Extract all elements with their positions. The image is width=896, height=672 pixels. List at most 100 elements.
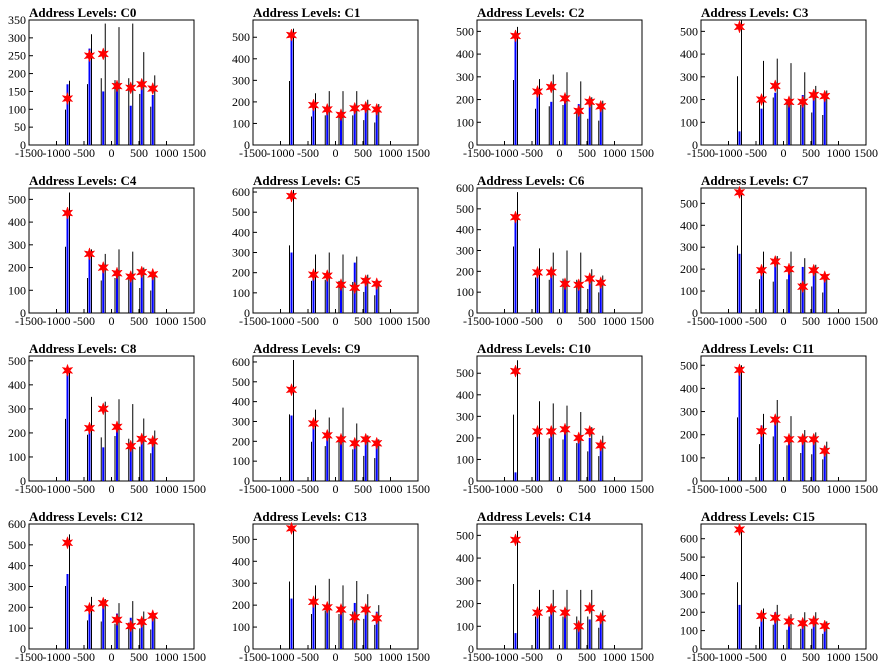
x-tick-label: -500 — [745, 146, 767, 160]
y-tick-label: 400 — [680, 381, 698, 395]
star-marker — [135, 432, 148, 446]
y-tick-label: 0 — [20, 642, 26, 656]
star-marker — [348, 436, 361, 451]
y-tick-label: 200 — [456, 431, 474, 445]
x-tick-label: -1000 — [43, 314, 71, 328]
x-tick-label: 500 — [130, 146, 148, 160]
y-tick-label: 200 — [680, 605, 698, 619]
star-marker — [321, 268, 334, 283]
star-marker — [807, 432, 820, 447]
x-tick-label: 1000 — [155, 146, 179, 160]
star-marker — [146, 267, 159, 282]
y-tick-label: 500 — [680, 24, 698, 38]
x-tick-label: 500 — [802, 314, 820, 328]
x-tick-label: -1000 — [267, 482, 295, 496]
y-tick-label: 500 — [680, 550, 698, 564]
y-tick-label: 0 — [692, 306, 698, 320]
star-marker — [807, 263, 820, 278]
star-marker — [307, 267, 320, 282]
plot-frame — [700, 19, 867, 146]
chart-title: Address Levels: C13 — [253, 509, 367, 524]
y-tick-label: 400 — [456, 388, 474, 402]
y-tick-label: 100 — [680, 451, 698, 465]
x-tick-label: 1500 — [182, 482, 206, 496]
chart-title: Address Levels: C15 — [701, 509, 815, 524]
y-tick-label: 200 — [680, 428, 698, 442]
y-tick-label: 350 — [8, 13, 26, 27]
star-marker — [509, 364, 522, 378]
star-marker — [807, 88, 820, 102]
chart-panel: Address Levels: C2 0 100 200 300 400 500 -1500-… — [448, 0, 672, 168]
x-tick-label: 500 — [130, 314, 148, 328]
star-marker — [755, 609, 768, 623]
star-marker — [559, 605, 571, 620]
x-tick-label: -500 — [73, 146, 95, 160]
x-tick-label: -1500 — [463, 650, 491, 664]
y-tick-label: 500 — [680, 196, 698, 210]
x-tick-label: -500 — [73, 650, 95, 664]
y-tick-label: 0 — [468, 138, 474, 152]
x-tick-label: -1000 — [491, 650, 519, 664]
star-marker — [146, 81, 159, 96]
star-marker — [531, 424, 544, 439]
star-marker — [348, 281, 361, 295]
chart-title: Address Levels: C9 — [253, 341, 361, 356]
chart-svg: Address Levels: C0 0 50 100 150 200 250 300 350 -… — [8, 5, 206, 160]
star-marker — [359, 432, 372, 447]
chart-title: Address Levels: C8 — [29, 341, 137, 356]
x-tick-label: -1500 — [15, 146, 43, 160]
star-marker — [545, 424, 558, 439]
y-tick-label: 0 — [244, 138, 250, 152]
x-tick-label: -500 — [73, 482, 95, 496]
star-marker — [61, 535, 74, 550]
x-tick-label: -1000 — [715, 146, 743, 160]
star-marker — [594, 611, 607, 626]
plot-frame — [28, 355, 195, 482]
star-marker — [769, 610, 782, 625]
star-marker — [348, 610, 361, 624]
y-tick-label: 0 — [244, 306, 250, 320]
y-tick-label: 400 — [232, 395, 250, 409]
x-tick-label: 500 — [802, 146, 820, 160]
y-tick-label: 300 — [680, 405, 698, 419]
y-tick-label: 200 — [680, 93, 698, 107]
chart-title: Address Levels: C7 — [701, 173, 809, 188]
plot-frame — [252, 19, 419, 146]
x-tick-label: 1500 — [854, 650, 878, 664]
x-tick-label: 1000 — [603, 314, 627, 328]
y-tick-label: 200 — [680, 262, 698, 276]
x-tick-label: -1000 — [491, 482, 519, 496]
plot-frame — [252, 187, 419, 314]
y-tick-label: 500 — [456, 24, 474, 38]
x-tick-label: 500 — [578, 146, 596, 160]
y-tick-label: 200 — [8, 67, 26, 81]
star-marker — [818, 270, 831, 284]
star-marker — [135, 615, 148, 629]
star-marker — [359, 100, 372, 115]
y-tick-label: 0 — [20, 138, 26, 152]
y-tick-label: 300 — [232, 246, 250, 260]
x-tick-label: 500 — [130, 482, 148, 496]
x-tick-label: 1000 — [155, 482, 179, 496]
x-tick-label: 500 — [354, 146, 372, 160]
star-marker — [796, 279, 809, 294]
plot-frame — [476, 523, 643, 650]
x-tick-label: 500 — [354, 482, 372, 496]
y-tick-label: 200 — [456, 597, 474, 611]
star-marker — [531, 265, 544, 280]
plot-frame — [252, 523, 419, 650]
x-tick-label: 0 — [781, 482, 787, 496]
star-marker — [755, 263, 768, 278]
x-tick-label: 1000 — [155, 314, 179, 328]
x-tick-label: -500 — [297, 314, 319, 328]
y-tick-label: 600 — [232, 355, 250, 369]
y-tick-label: 400 — [680, 47, 698, 61]
y-tick-label: 100 — [232, 454, 250, 468]
y-tick-label: 200 — [232, 266, 250, 280]
y-tick-label: 0 — [692, 642, 698, 656]
y-tick-label: 300 — [680, 240, 698, 254]
y-tick-label: 100 — [232, 116, 250, 130]
x-tick-label: 1500 — [406, 314, 430, 328]
x-tick-label: -1500 — [463, 314, 491, 328]
x-tick-label: 0 — [557, 650, 563, 664]
